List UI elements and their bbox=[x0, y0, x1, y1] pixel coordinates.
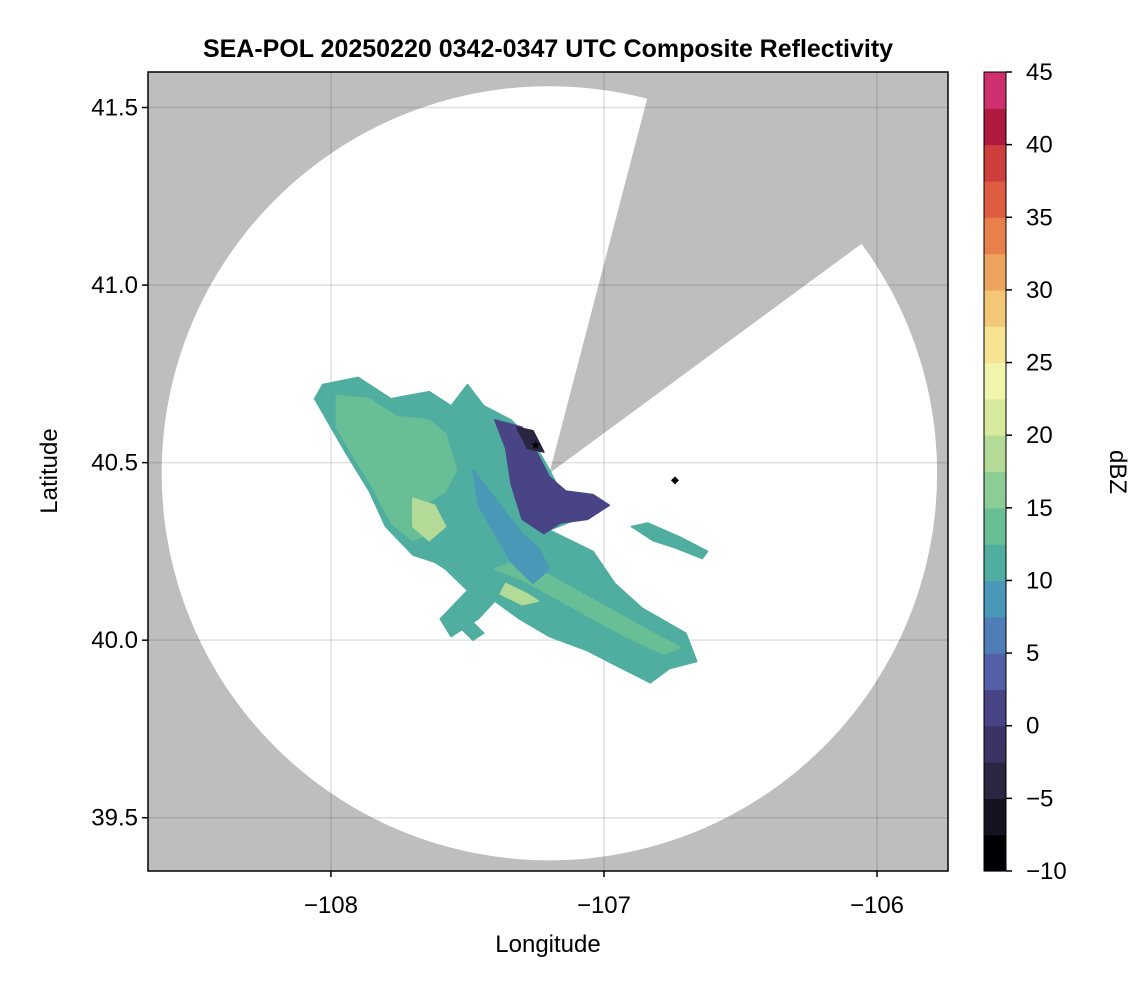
x-tick-label: −107 bbox=[577, 892, 631, 919]
colorbar-tick-label: 15 bbox=[1026, 495, 1053, 522]
x-tick-label: −108 bbox=[304, 892, 358, 919]
echo-verylow bbox=[515, 426, 545, 453]
colorbar-frame bbox=[983, 71, 1007, 872]
y-tick-label: 41.5 bbox=[91, 95, 138, 122]
colorbar-tick-label: −10 bbox=[1026, 858, 1067, 885]
colorbar-tick-label: 45 bbox=[1026, 59, 1053, 86]
colorbar-segment bbox=[984, 217, 1006, 255]
colorbar-tick-label: 25 bbox=[1026, 350, 1053, 377]
colorbar-tick-label: 5 bbox=[1026, 640, 1039, 667]
colorbar-tick-label: 20 bbox=[1026, 422, 1053, 449]
echo-lowband bbox=[472, 468, 551, 585]
chart-title: SEA-POL 20250220 0342-0347 UTC Composite… bbox=[203, 35, 893, 63]
colorbar-segment bbox=[984, 653, 1006, 691]
colorbar-segment bbox=[984, 362, 1006, 400]
plot-frame bbox=[147, 71, 949, 872]
x-axis-ticks: −108 −107 −106 bbox=[304, 871, 904, 919]
colorbar-segment bbox=[984, 544, 1006, 582]
colorbar: 45 40 35 30 25 20 15 10 5 0 −5 −10 bbox=[983, 59, 1067, 885]
echo-fragment bbox=[630, 522, 709, 560]
colorbar-segment bbox=[984, 180, 1006, 218]
colorbar-segment bbox=[984, 289, 1006, 327]
colorbar-segment bbox=[984, 725, 1006, 763]
colorbar-segment bbox=[984, 435, 1006, 473]
colorbar-segment bbox=[984, 253, 1006, 291]
colorbar-segment bbox=[984, 834, 1006, 872]
colorbar-segment bbox=[984, 689, 1006, 727]
colorbar-label: dBZ bbox=[1104, 450, 1131, 494]
colorbar-segment bbox=[984, 616, 1006, 654]
colorbar-segment bbox=[984, 507, 1006, 545]
y-tick-label: 39.5 bbox=[91, 805, 138, 832]
y-tick-label: 40.5 bbox=[91, 450, 138, 477]
colorbar-segment bbox=[984, 144, 1006, 182]
x-axis-label: Longitude bbox=[495, 931, 600, 958]
y-tick-label: 41.0 bbox=[91, 272, 138, 299]
colorbar-segment bbox=[984, 72, 1006, 109]
plot-area: ★ bbox=[147, 71, 949, 872]
blocked-sector bbox=[549, 96, 864, 474]
colorbar-tick-label: 40 bbox=[1026, 132, 1053, 159]
colorbar-tick-label: 10 bbox=[1026, 567, 1053, 594]
colorbar-segment bbox=[984, 398, 1006, 436]
colorbar-segment bbox=[984, 108, 1006, 146]
colorbar-segment bbox=[984, 798, 1006, 836]
y-tick-label: 40.0 bbox=[91, 627, 138, 654]
plot-inner: ★ bbox=[148, 72, 948, 871]
station-marker bbox=[670, 476, 679, 485]
colorbar-segment bbox=[984, 326, 1006, 364]
colorbar-segment bbox=[984, 762, 1006, 799]
colorbar-segment bbox=[984, 471, 1006, 509]
echo-fragment bbox=[461, 621, 485, 641]
radar-site-marker: ★ bbox=[530, 438, 541, 452]
colorbar-tick-label: 30 bbox=[1026, 277, 1053, 304]
colorbar-tick-label: 0 bbox=[1026, 713, 1039, 740]
y-axis-ticks: 39.5 40.0 40.5 41.0 41.5 bbox=[91, 95, 148, 832]
x-tick-label: −106 bbox=[850, 892, 904, 919]
colorbar-tick-label: −5 bbox=[1026, 785, 1053, 812]
colorbar-segment bbox=[984, 580, 1006, 618]
colorbar-tick-label: 35 bbox=[1026, 204, 1053, 231]
echo-peak bbox=[499, 582, 540, 606]
y-axis-label: Latitude bbox=[36, 428, 63, 513]
echo-peak bbox=[412, 497, 447, 542]
echo-weak bbox=[494, 419, 611, 535]
